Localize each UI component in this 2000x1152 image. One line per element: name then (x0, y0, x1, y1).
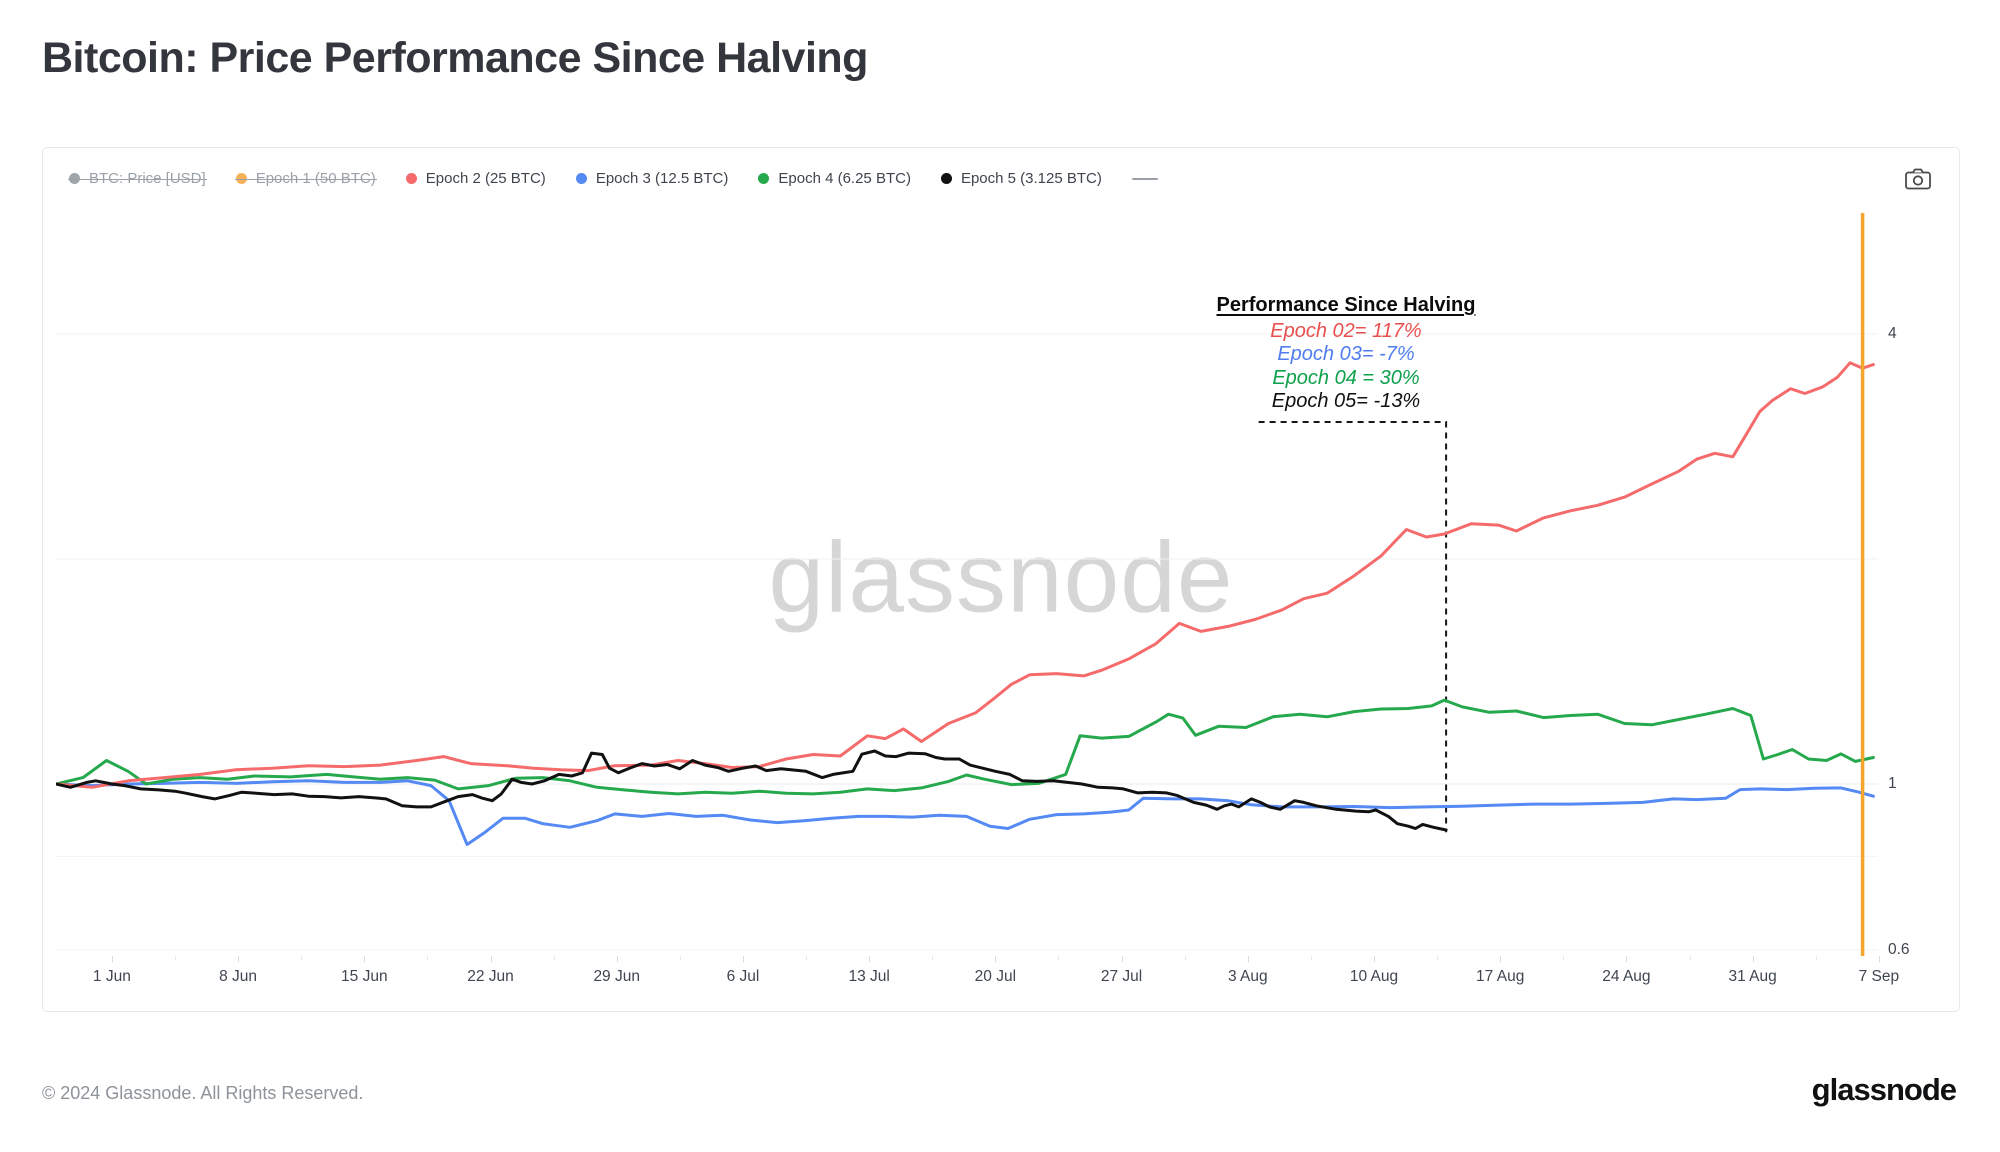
legend-label: BTC: Price [USD] (89, 170, 206, 187)
x-tick-mark (869, 956, 871, 962)
x-tick-mark (1752, 956, 1754, 962)
legend-dot (405, 173, 417, 184)
glassnode-logo: glassnode (1811, 1072, 1957, 1107)
legend-label: Epoch 3 (12.5 BTC) (595, 170, 729, 187)
x-tick-mark-minor (932, 956, 934, 960)
x-tick-mark-minor (1058, 956, 1060, 960)
legend-label: Epoch 4 (6.25 BTC) (778, 170, 911, 187)
x-tick-mark-minor (1815, 956, 1817, 960)
legend-item-epoch-5[interactable]: Epoch 5 (3.125 BTC) (940, 170, 1102, 187)
x-tick-label: 17 Aug (1476, 968, 1525, 985)
legend-dot (758, 173, 770, 184)
x-tick-label: 29 Jun (593, 968, 640, 985)
x-tick-mark (1373, 956, 1375, 962)
x-tick-mark (490, 956, 492, 962)
x-tick-label: 20 Jul (974, 968, 1017, 985)
plot-canvas (54, 213, 1878, 956)
x-tick-mark (995, 956, 997, 962)
x-tick-mark-minor (679, 956, 681, 960)
plot-area[interactable] (54, 211, 1878, 956)
legend-item-epoch-4[interactable]: Epoch 4 (6.25 BTC) (758, 170, 911, 187)
x-tick-label: 6 Jul (726, 968, 760, 985)
legend-dash-line (1131, 177, 1158, 180)
x-tick-mark (1500, 956, 1502, 962)
x-tick-label: 15 Jun (341, 968, 388, 985)
x-tick-mark-minor (174, 956, 176, 960)
legend-dot (575, 173, 587, 184)
y-tick-label: 0.6 (1888, 941, 1910, 958)
x-tick-mark-minor (1563, 956, 1565, 960)
legend-item-epoch-2[interactable]: Epoch 2 (25 BTC) (405, 170, 546, 187)
x-tick-mark-minor (553, 956, 555, 960)
camera-icon (1905, 168, 1931, 190)
x-tick-mark-minor (427, 956, 429, 960)
x-tick-mark (364, 956, 366, 962)
legend-label: Epoch 2 (25 BTC) (425, 170, 546, 187)
x-tick-label: 10 Aug (1349, 968, 1399, 985)
x-tick-label: 7 Sep (1858, 968, 1900, 985)
chart-card: BTC: Price [USD] Epoch 1 (50 BTC) Epoch … (42, 147, 1960, 1012)
x-tick-mark-minor (806, 956, 808, 960)
x-tick-mark-minor (1310, 956, 1312, 960)
x-tick-mark (111, 956, 113, 962)
x-tick-mark (616, 956, 618, 962)
x-tick-label: 31 Aug (1728, 968, 1777, 985)
legend-dot (940, 173, 952, 184)
x-tick-mark-minor (1184, 956, 1186, 960)
x-axis: 1 Jun 8 Jun 15 Jun 22 Jun 29 Jun 6 Jul 13 Jul 2… (43, 956, 1961, 1001)
x-tick-label: 3 Aug (1227, 968, 1268, 985)
x-tick-label: 8 Jun (219, 968, 258, 985)
x-tick-mark-minor (1437, 956, 1439, 960)
x-tick-mark (1878, 956, 1880, 962)
x-tick-label: 13 Jul (848, 968, 890, 985)
legend-item-dash[interactable] (1131, 177, 1167, 180)
legend-item-btc-price[interactable]: BTC: Price [USD] (68, 170, 207, 187)
legend-item-epoch-1[interactable]: Epoch 1 (50 BTC) (234, 170, 377, 187)
camera-button[interactable] (1903, 166, 1933, 192)
x-tick-mark (238, 956, 240, 962)
x-tick-mark-minor (1689, 956, 1691, 960)
footer-copyright: © 2024 Glassnode. All Rights Reserved. (42, 1083, 364, 1103)
x-tick-label: 22 Jun (467, 968, 514, 985)
x-tick-mark (742, 956, 744, 962)
y-tick-label: 4 (1888, 325, 1897, 342)
y-tick-label: 1 (1888, 775, 1897, 792)
legend-dot (235, 173, 247, 184)
x-tick-mark (1247, 956, 1249, 962)
legend-dot (69, 173, 80, 184)
chart-legend: BTC: Price [USD] Epoch 1 (50 BTC) Epoch … (68, 170, 1167, 187)
x-tick-mark (1626, 956, 1628, 962)
legend-label: Epoch 1 (50 BTC) (255, 170, 376, 187)
legend-label: Epoch 5 (3.125 BTC) (960, 170, 1102, 187)
x-tick-mark-minor (301, 956, 303, 960)
x-tick-mark (1121, 956, 1123, 962)
x-tick-label: 24 Aug (1602, 968, 1651, 985)
page-title: Bitcoin: Price Performance Since Halving (42, 34, 868, 82)
x-tick-label: 27 Jul (1100, 968, 1143, 985)
legend-item-epoch-3[interactable]: Epoch 3 (12.5 BTC) (575, 170, 729, 187)
x-tick-label: 1 Jun (92, 968, 131, 985)
